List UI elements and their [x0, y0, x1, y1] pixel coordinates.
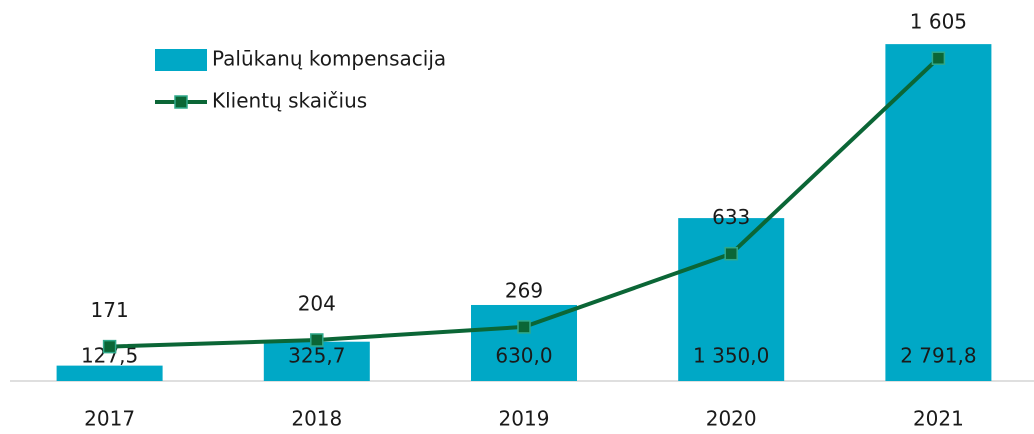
- bar-value-label: 325,7: [288, 344, 345, 368]
- bar-value-label: 2 791,8: [900, 344, 976, 368]
- legend-label: Klientų skaičius: [212, 89, 367, 113]
- x-tick-label: 2021: [913, 407, 964, 431]
- line-marker: [724, 246, 738, 261]
- line-value-label: 633: [712, 205, 750, 229]
- line-value-label: 269: [505, 278, 543, 302]
- line-marker: [517, 320, 531, 334]
- line-value-label: 204: [298, 291, 336, 315]
- x-tick-label: 2020: [706, 407, 757, 431]
- bar-value-label: 630,0: [495, 344, 552, 368]
- line-marker: [931, 51, 946, 65]
- bar-value-label: 1 350,0: [693, 344, 769, 368]
- bar: [56, 365, 163, 381]
- bar: [678, 218, 785, 381]
- legend-swatch: [155, 49, 207, 71]
- line-marker: [102, 339, 117, 354]
- line-marker: [310, 333, 324, 347]
- x-tick-label: 2017: [84, 407, 135, 431]
- line-value-label: 171: [91, 298, 129, 322]
- x-tick-label: 2018: [291, 407, 342, 431]
- bar: [263, 341, 370, 381]
- bar: [885, 44, 992, 381]
- bar: [471, 304, 577, 381]
- legend-marker: [174, 95, 188, 109]
- legend-label: Palūkanų kompensacija: [212, 47, 446, 71]
- x-tick-label: 2019: [499, 407, 550, 431]
- line-value-label: 1 605: [910, 10, 967, 34]
